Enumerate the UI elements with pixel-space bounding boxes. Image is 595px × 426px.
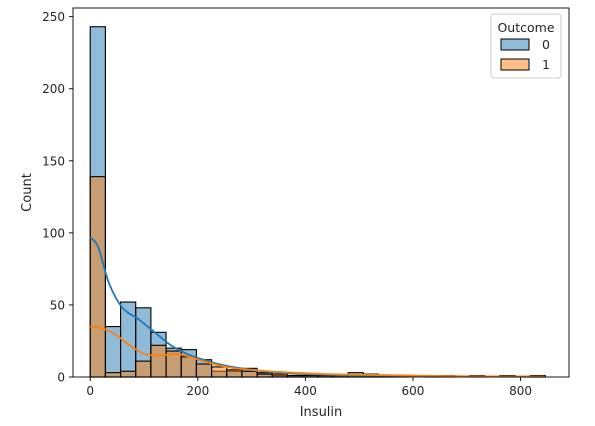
y-tick-label: 50 xyxy=(50,298,65,312)
x-axis-label: Insulin xyxy=(300,405,343,420)
bar-outcome-1 xyxy=(150,344,167,378)
y-axis-ticks: 0 50 100 150 200 250 xyxy=(42,10,73,385)
x-tick-label: 200 xyxy=(186,384,209,398)
y-tick-label: 0 xyxy=(57,371,65,385)
kde-layer xyxy=(89,236,545,378)
x-tick-label: 600 xyxy=(402,384,425,398)
y-tick-label: 250 xyxy=(42,10,65,24)
bar-outcome-1 xyxy=(195,363,213,378)
y-tick-label: 200 xyxy=(42,82,65,96)
y-tick-label: 150 xyxy=(42,154,65,168)
bar-outcome-1 xyxy=(104,372,122,378)
bar-outcome-1 xyxy=(241,370,258,378)
x-tick-label: 400 xyxy=(294,384,317,398)
legend-swatch-outcome-1 xyxy=(500,58,530,71)
bar-outcome-0 xyxy=(104,326,122,378)
bar-outcome-1 xyxy=(180,356,197,378)
x-axis-ticks: 0 200 400 600 800 xyxy=(86,377,532,398)
x-tick-label: 800 xyxy=(509,384,532,398)
kde-line-outcome-1 xyxy=(90,325,545,378)
legend-label-outcome-0: 0 xyxy=(542,37,550,52)
bar-outcome-1 xyxy=(89,176,106,378)
bar-outcome-1 xyxy=(120,370,137,378)
bar-outcome-1 xyxy=(211,366,228,378)
y-axis-label: Count xyxy=(20,173,35,212)
x-tick-label: 0 xyxy=(86,384,94,398)
legend-swatch-outcome-0 xyxy=(500,38,530,51)
plot-frame xyxy=(72,7,570,378)
y-tick-label: 100 xyxy=(42,226,65,240)
bar-outcome-1 xyxy=(135,360,152,378)
legend: Outcome 01 xyxy=(490,13,562,79)
legend-entries: 01 xyxy=(500,37,550,72)
bar-outcome-1 xyxy=(226,369,243,378)
legend-label-outcome-1: 1 xyxy=(542,57,550,72)
legend-title: Outcome xyxy=(497,20,554,35)
